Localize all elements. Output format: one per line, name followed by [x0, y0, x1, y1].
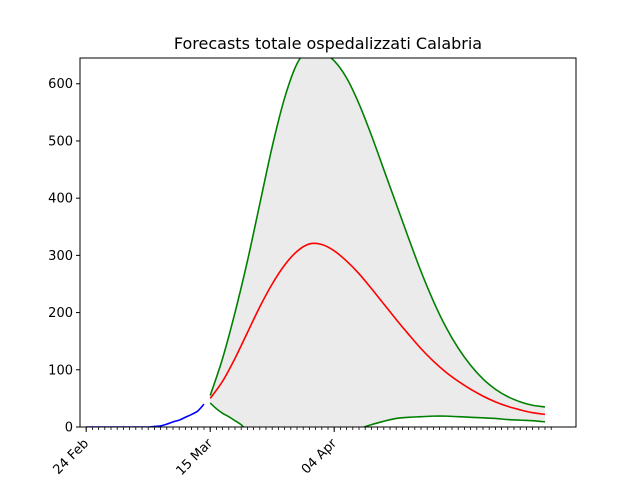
y-tick-label: 500	[48, 134, 73, 149]
y-tick-label: 200	[48, 306, 73, 321]
plot-frame	[79, 57, 577, 428]
series-line-forecast-central	[209, 242, 546, 416]
series-line-forecast-upper	[209, 58, 546, 408]
x-tick-label: 24 Feb	[51, 436, 93, 478]
y-tick-label: 100	[48, 363, 73, 378]
y-tick-label: 300	[48, 249, 73, 264]
series-line-forecast-lower	[209, 402, 546, 427]
chart-title: Forecasts totale ospedalizzati Calabria	[174, 34, 482, 53]
forecast-band	[210, 58, 545, 427]
x-tick-label: 15 Mar	[173, 436, 216, 479]
y-tick-label: 0	[65, 421, 73, 436]
y-tick-label: 600	[48, 77, 73, 92]
y-tick-label: 400	[48, 192, 73, 207]
plot-area	[86, 58, 546, 427]
series-line-observed	[86, 403, 205, 427]
x-tick-label: 04 Apr	[299, 436, 341, 478]
